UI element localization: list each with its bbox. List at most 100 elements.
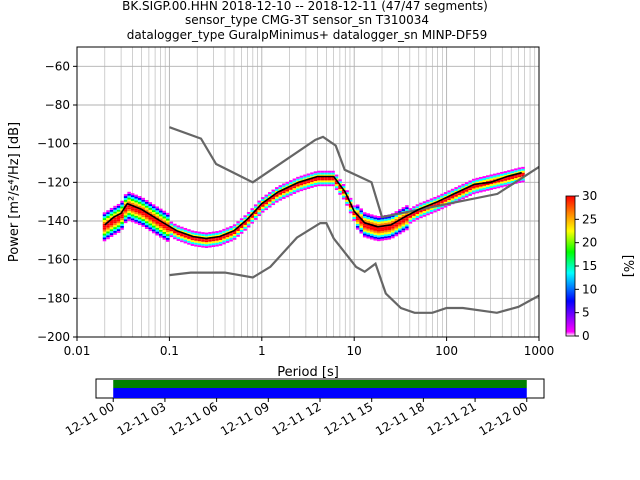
heatmap-cell xyxy=(521,168,525,171)
heatmap-cell xyxy=(144,227,149,229)
heatmap-cell xyxy=(243,226,247,229)
heatmap-cell xyxy=(137,196,142,198)
heatmap-cell xyxy=(215,244,219,247)
heatmap-cell xyxy=(137,205,142,208)
heatmap-cell xyxy=(478,176,483,179)
heatmap-cell xyxy=(303,188,307,191)
heatmap-cell xyxy=(380,221,385,224)
heatmap-cell xyxy=(405,207,409,210)
heatmap-cell xyxy=(285,185,290,188)
heatmap-cell xyxy=(166,214,170,217)
y-tick-label: −120 xyxy=(37,175,70,189)
heatmap-cell xyxy=(257,200,261,203)
heatmap-cell xyxy=(299,179,304,182)
heatmap-cell xyxy=(268,194,272,196)
heatmap-cell xyxy=(246,213,251,216)
heatmap-cell xyxy=(137,219,142,222)
heatmap-cell xyxy=(102,225,107,228)
heatmap-cell xyxy=(148,225,152,228)
heatmap-cell xyxy=(461,195,465,198)
heatmap-cell xyxy=(141,199,145,202)
heatmap-cell xyxy=(362,214,367,217)
heatmap-cell xyxy=(215,234,219,237)
heatmap-cell xyxy=(377,229,381,232)
heatmap-cell xyxy=(359,221,363,224)
heatmap-cell xyxy=(489,180,494,183)
heatmap-cell xyxy=(401,207,406,210)
heatmap-cell xyxy=(510,180,515,183)
heatmap-cell xyxy=(338,188,342,191)
heatmap-cell xyxy=(257,210,261,213)
heatmap-cell xyxy=(443,201,448,204)
heatmap-cell xyxy=(306,183,311,186)
heatmap-cell xyxy=(169,229,174,232)
heatmap-cell xyxy=(250,210,254,213)
heatmap-cell xyxy=(148,206,152,208)
heatmap-cell xyxy=(102,221,107,224)
heatmap-cell xyxy=(289,185,293,188)
heatmap-cell xyxy=(493,175,497,178)
heatmap-cell xyxy=(144,199,149,202)
heatmap-cell xyxy=(443,197,448,200)
heatmap-cell xyxy=(215,236,219,239)
heatmap-cell xyxy=(380,217,385,220)
heatmap-cell xyxy=(394,234,399,237)
heatmap-cell xyxy=(271,197,276,200)
heatmap-cell xyxy=(194,234,198,237)
heatmap-cell xyxy=(369,220,374,223)
heatmap-cell xyxy=(285,189,290,192)
heatmap-cell xyxy=(310,172,314,175)
heatmap-cell xyxy=(222,236,226,239)
heatmap-cell xyxy=(116,203,121,206)
heatmap-cell xyxy=(232,233,237,236)
heatmap-cell xyxy=(109,207,114,210)
heatmap-cell xyxy=(461,197,465,200)
heatmap-cell xyxy=(461,191,465,194)
heatmap-cell xyxy=(327,174,332,177)
heatmap-cell xyxy=(144,201,149,204)
heatmap-cell xyxy=(464,184,469,186)
heatmap-cell xyxy=(218,234,223,237)
heatmap-cell xyxy=(457,195,462,198)
heatmap-cell xyxy=(218,230,223,233)
heatmap-cell xyxy=(324,182,328,185)
heatmap-cell xyxy=(222,234,226,237)
heatmap-cell xyxy=(306,185,311,188)
heatmap-cell xyxy=(496,182,501,185)
heatmap-cell xyxy=(496,174,501,177)
heatmap-cell xyxy=(102,233,107,236)
heatmap-cell xyxy=(289,184,293,186)
heatmap-cell xyxy=(500,183,504,186)
heatmap-cell xyxy=(517,175,522,178)
heatmap-cell xyxy=(327,170,332,173)
heatmap-cell xyxy=(486,188,490,191)
heatmap-cell xyxy=(176,233,181,236)
heatmap-cell xyxy=(151,213,156,216)
heatmap-cell xyxy=(482,179,487,182)
heatmap-cell xyxy=(190,238,195,241)
series-line-median xyxy=(104,171,522,240)
heatmap-cell xyxy=(362,212,367,215)
heatmap-cell xyxy=(468,192,472,194)
heatmap-cell xyxy=(243,228,247,231)
heatmap-cell xyxy=(373,215,378,218)
heatmap-cell xyxy=(155,225,160,228)
heatmap-cell xyxy=(426,213,430,216)
heatmap-cell xyxy=(130,202,135,205)
heatmap-cell xyxy=(141,197,145,200)
heatmap-cell xyxy=(401,222,406,225)
heatmap-cell xyxy=(464,193,469,196)
heatmap-cell xyxy=(320,176,325,179)
heatmap-cell xyxy=(225,227,230,230)
heatmap-cell xyxy=(268,201,272,204)
heatmap-cell xyxy=(201,234,205,236)
heatmap-cell xyxy=(239,220,244,223)
coverage-tick-label: 12-11 09 xyxy=(218,399,272,438)
heatmap-cell xyxy=(127,191,131,194)
heatmap-cell xyxy=(183,235,188,238)
heatmap-cell xyxy=(134,200,138,203)
heatmap-cell xyxy=(282,191,286,194)
heatmap-cell xyxy=(334,184,339,187)
heatmap-cell xyxy=(500,175,504,178)
heatmap-cell xyxy=(141,207,145,210)
